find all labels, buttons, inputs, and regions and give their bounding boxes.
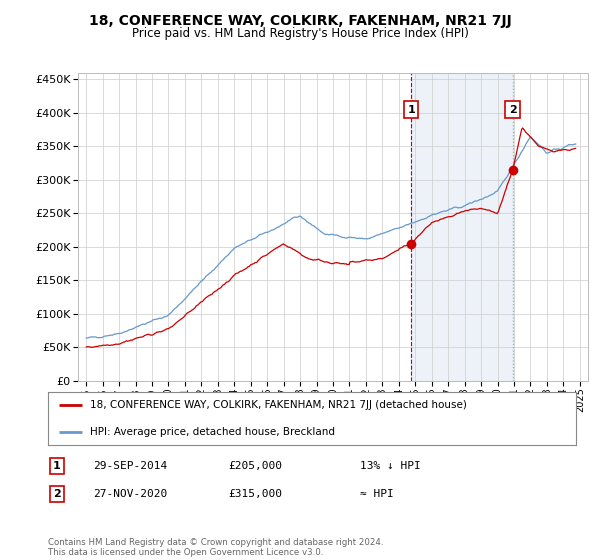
Text: Price paid vs. HM Land Registry's House Price Index (HPI): Price paid vs. HM Land Registry's House … (131, 27, 469, 40)
Text: 1: 1 (407, 105, 415, 115)
Text: Contains HM Land Registry data © Crown copyright and database right 2024.
This d: Contains HM Land Registry data © Crown c… (48, 538, 383, 557)
Text: 18, CONFERENCE WAY, COLKIRK, FAKENHAM, NR21 7JJ: 18, CONFERENCE WAY, COLKIRK, FAKENHAM, N… (89, 14, 511, 28)
Text: £315,000: £315,000 (228, 489, 282, 499)
Text: HPI: Average price, detached house, Breckland: HPI: Average price, detached house, Brec… (90, 427, 335, 437)
Text: 2: 2 (509, 105, 517, 115)
Bar (411, 73, 512, 381)
Text: 2: 2 (53, 489, 61, 499)
Text: £205,000: £205,000 (228, 461, 282, 471)
Text: 27-NOV-2020: 27-NOV-2020 (93, 489, 167, 499)
Text: ≈ HPI: ≈ HPI (360, 489, 394, 499)
Text: 18, CONFERENCE WAY, COLKIRK, FAKENHAM, NR21 7JJ (detached house): 18, CONFERENCE WAY, COLKIRK, FAKENHAM, N… (90, 400, 467, 410)
Text: 29-SEP-2014: 29-SEP-2014 (93, 461, 167, 471)
Text: 1: 1 (53, 461, 61, 471)
Text: 13% ↓ HPI: 13% ↓ HPI (360, 461, 421, 471)
